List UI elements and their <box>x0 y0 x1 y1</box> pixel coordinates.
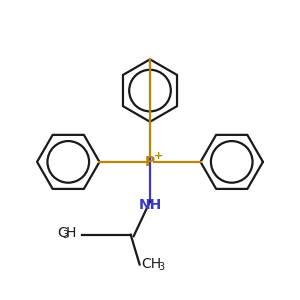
Text: 3: 3 <box>158 262 164 272</box>
Text: NH: NH <box>138 198 162 212</box>
Text: +: + <box>154 151 164 161</box>
Text: H: H <box>65 226 76 240</box>
Text: P: P <box>145 155 155 169</box>
Text: 3: 3 <box>62 230 68 240</box>
Text: CH: CH <box>141 257 161 272</box>
Text: C: C <box>57 226 67 240</box>
